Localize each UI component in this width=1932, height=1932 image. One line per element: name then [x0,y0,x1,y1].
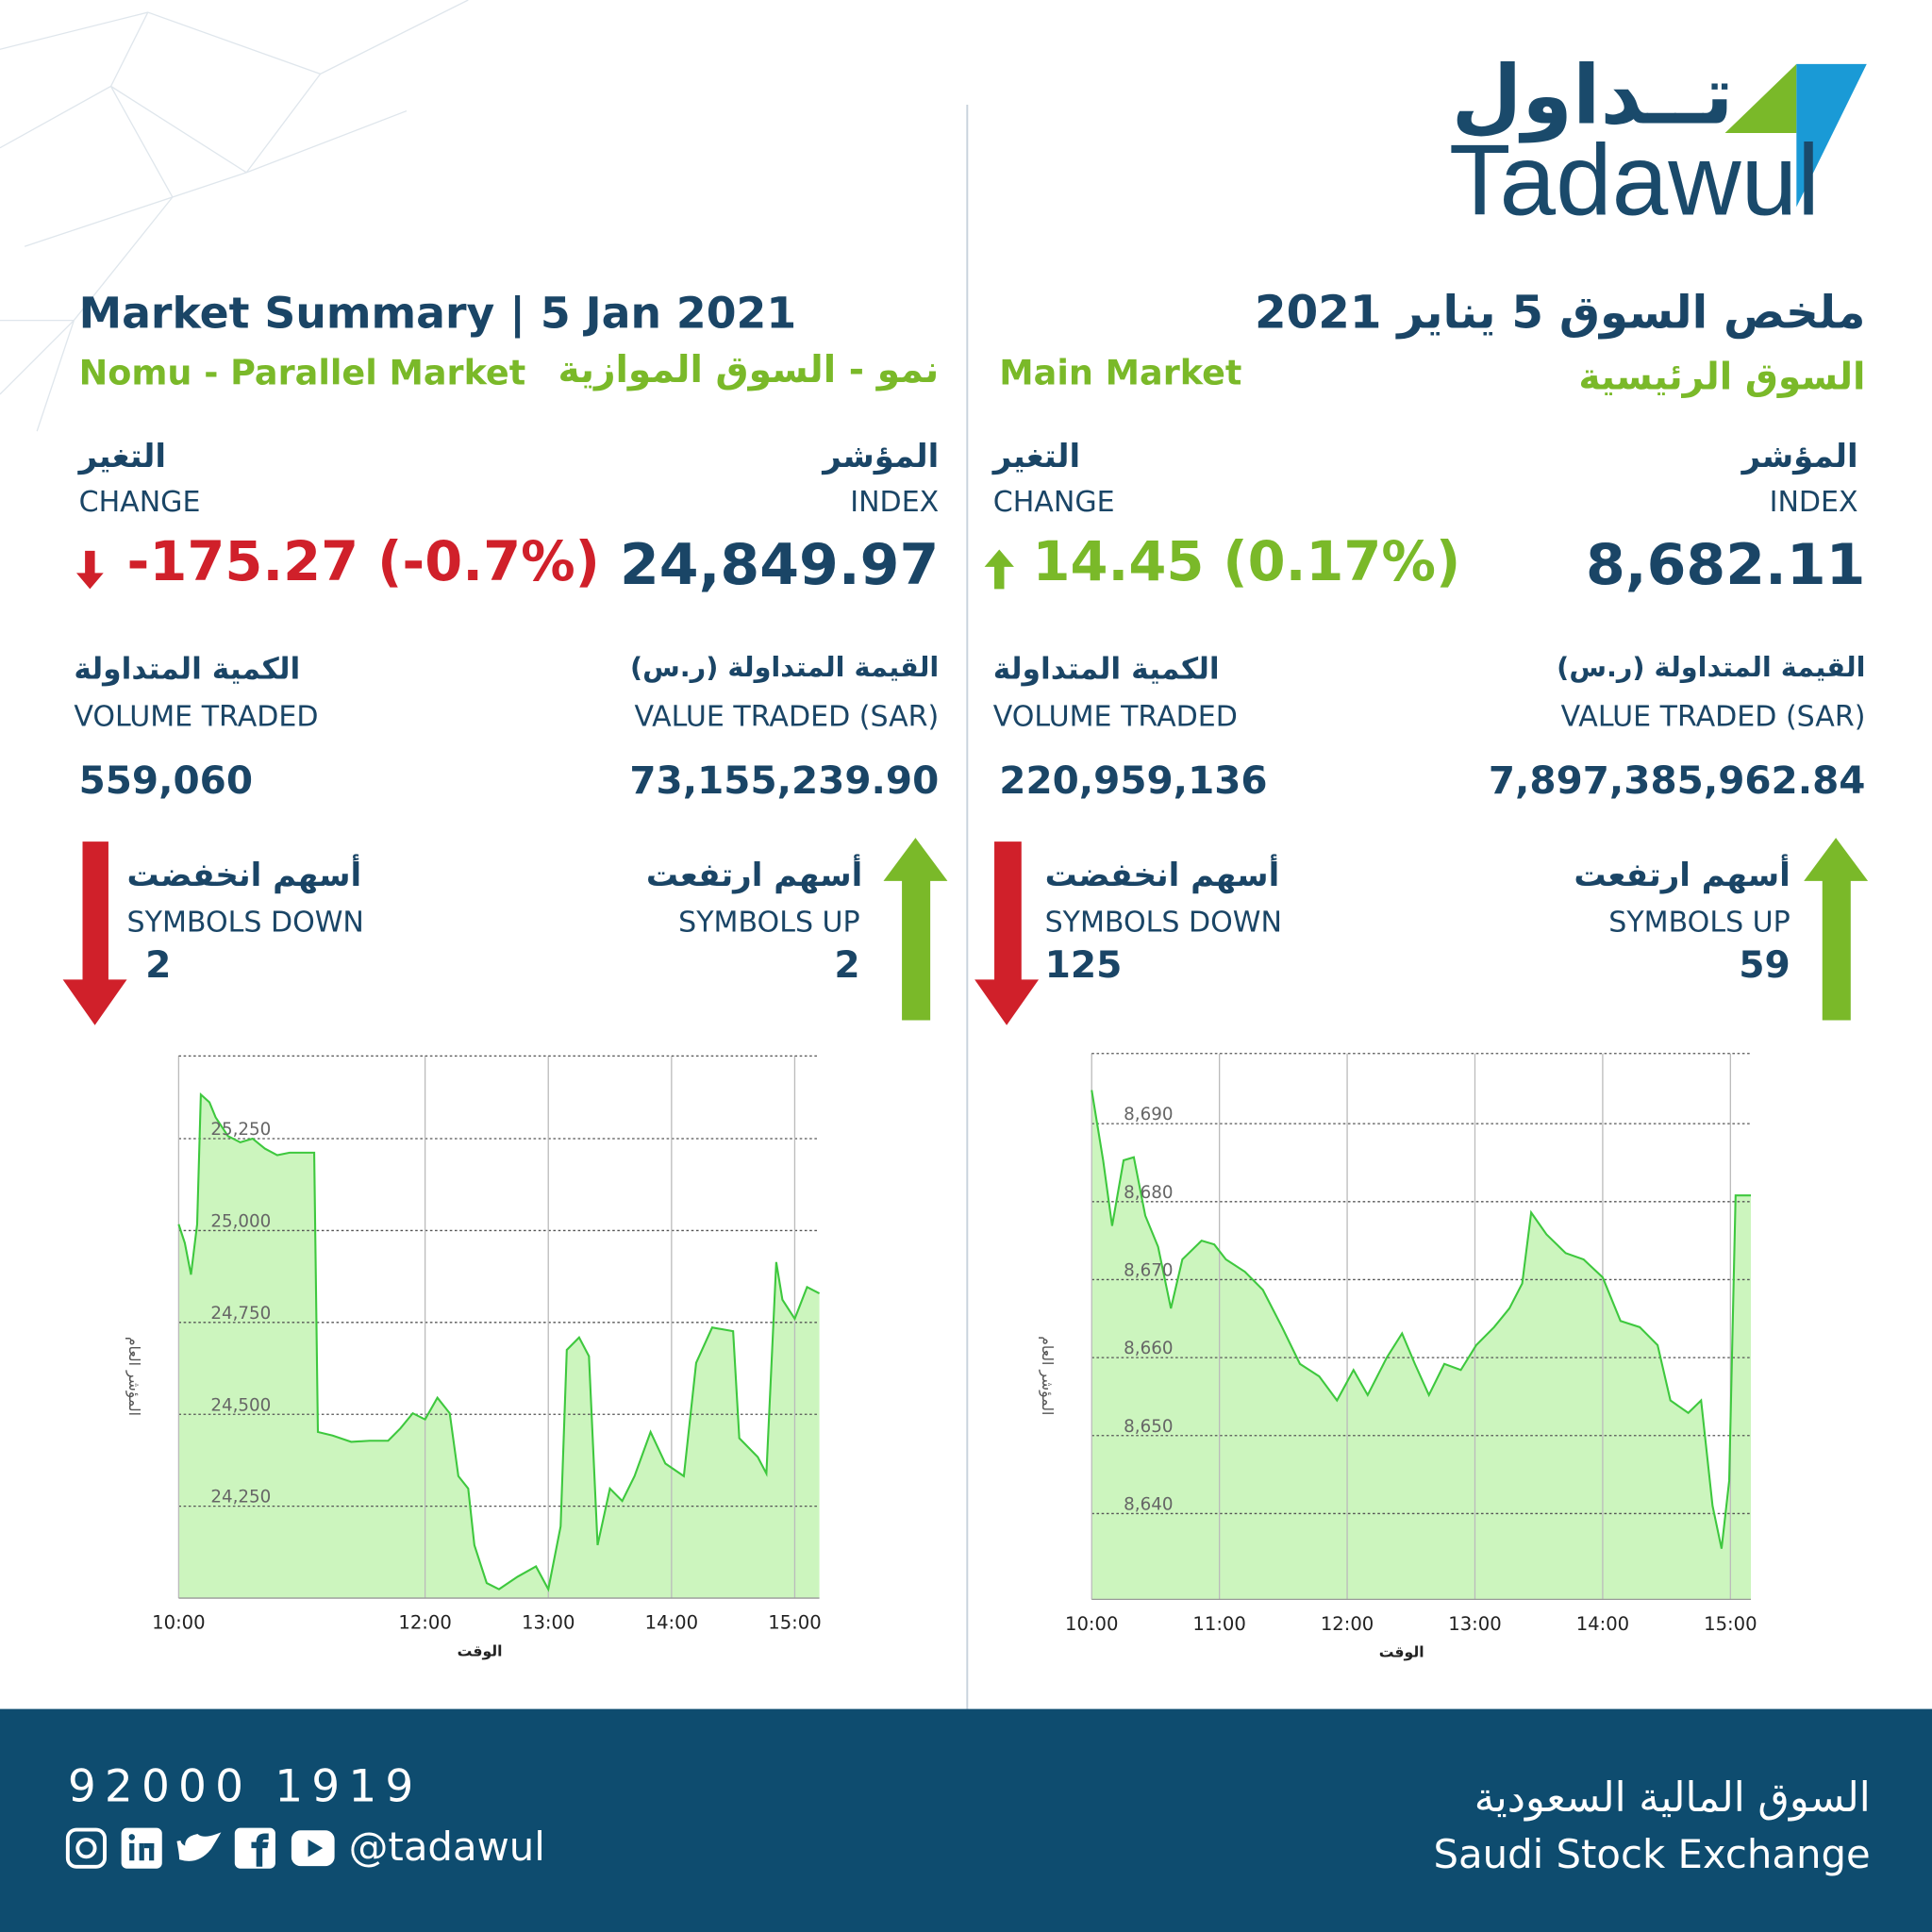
exchange-en: Saudi Stock Exchange [1433,1830,1871,1878]
logo-green [1724,63,1797,134]
change-arrow [75,550,104,590]
label-en: INDEX [850,486,940,519]
volume-value: 559,060 [78,758,254,804]
down-arrow [974,841,1040,1025]
x-tick-label: 10:00 [152,1612,205,1634]
x-tick-label: 12:00 [398,1612,451,1634]
phone: 92000 1919 [67,1761,423,1813]
up-count: 2 [834,943,860,988]
change-value: -175.27 (-0.7%) [126,530,600,594]
logo-arabic: تــداول [1451,47,1734,143]
y-tick-label: 8,650 [1124,1417,1173,1437]
x-tick-label: 11:00 [1192,1613,1245,1635]
label-en: INDEX [1769,486,1858,519]
volume-value: 220,959,136 [999,758,1268,804]
x-tick-label: 15:00 [1704,1613,1757,1635]
y-tick-label: 25,250 [210,1120,271,1140]
label-en: SYMBOLS UP [1608,907,1790,940]
line [177,1091,821,1592]
market-name-en: Nomu - Parallel Market [78,352,526,393]
value-traded: 73,155,239.90 [629,758,940,804]
exchange-ar: السوق المالية السعودية [1474,1773,1871,1822]
market-name-ar: السوق الرئيسية [1578,356,1866,400]
label-en: SYMBOLS DOWN [126,907,364,940]
x-tick-label: 13:00 [522,1612,575,1634]
label-ar: أسهم انخفضت [1044,858,1280,895]
index-value: 24,849.97 [619,530,940,598]
handle: @tadawul [348,1824,545,1871]
title-en: Market Summary | 5 Jan 2021 [78,289,797,340]
change-value: 14.45 (0.17%) [1032,530,1461,594]
line-chart: 8,640 8,650 8,660 8,670 8,680 8,690 10:00 11:00… [1038,1053,1757,1661]
value-traded: 7,897,385,962.84 [1488,758,1866,804]
footer-band [0,1708,1932,1932]
background-mesh [0,0,469,432]
label-en: VALUE TRADED (SAR) [1560,701,1866,734]
y-axis-label: المؤشر العام [125,1337,143,1416]
label-ar: التغير [78,438,167,476]
label-ar: أسهم ارتفعت [645,858,863,895]
market-name-ar: نمو - السوق الموازية [558,348,940,392]
x-tick-label: 14:00 [1576,1613,1629,1635]
label-en: SYMBOLS UP [678,907,860,940]
y-axis-label: المؤشر العام [1038,1336,1057,1415]
y-tick-label: 8,660 [1124,1339,1173,1358]
label-en: CHANGE [992,486,1115,519]
label-ar: الكمية المتداولة [992,651,1220,687]
x-axis-label: الوقت [1379,1643,1424,1661]
y-tick-label: 24,250 [210,1488,271,1507]
x-tick-label: 14:00 [645,1612,698,1634]
down-count: 125 [1044,943,1123,988]
x-tick-label: 13:00 [1448,1613,1501,1635]
x-tick-label: 10:00 [1065,1613,1118,1635]
line-chart: 24,250 24,500 24,750 25,000 25,250 10:00 12:00… [125,1055,822,1659]
label-en: SYMBOLS DOWN [1044,907,1282,940]
label-en: VOLUME TRADED [992,701,1238,734]
up-arrow [883,838,948,1021]
down-arrow [62,841,127,1025]
y-tick-label: 8,690 [1124,1105,1173,1124]
market-name-en: Main Market [999,352,1242,393]
label-ar: المؤشر [1741,438,1858,476]
x-axis-label: الوقت [458,1641,503,1659]
y-tick-label: 25,000 [210,1211,271,1231]
icon-glyphs [128,1833,324,1867]
x-tick-label: 15:00 [768,1612,821,1634]
label-ar: التغير [992,438,1081,476]
label-ar: الكمية المتداولة [74,651,301,687]
label-ar: أسهم ارتفعت [1574,858,1790,895]
line [1091,1090,1751,1549]
title-ar: ملخص السوق 5 يناير 2021 [1254,286,1866,340]
logo-text: Tadawul [1448,124,1820,237]
y-tick-label: 8,670 [1124,1261,1173,1281]
up-arrow [1804,838,1869,1021]
x-tick-label: 12:00 [1321,1613,1374,1635]
up-count: 59 [1739,943,1790,988]
index-value: 8,682.11 [1585,530,1866,598]
y-tick-label: 24,750 [210,1304,271,1324]
y-tick-label: 8,640 [1124,1495,1173,1515]
y-tick-label: 24,500 [210,1395,271,1415]
change-arrow [984,549,1014,590]
label-en: VALUE TRADED (SAR) [634,701,940,734]
label-ar: القيمة المتداولة (ر.س) [629,653,940,684]
label-en: VOLUME TRADED [74,701,319,734]
area [178,1094,820,1599]
label-ar: القيمة المتداولة (ر.س) [1557,653,1866,684]
y-tick-label: 8,680 [1124,1183,1173,1203]
area [1091,1090,1751,1600]
label-ar: المؤشر [823,438,940,476]
label-en: CHANGE [78,486,201,519]
down-count: 2 [145,943,172,988]
label-ar: أسهم انخفضت [126,858,362,895]
